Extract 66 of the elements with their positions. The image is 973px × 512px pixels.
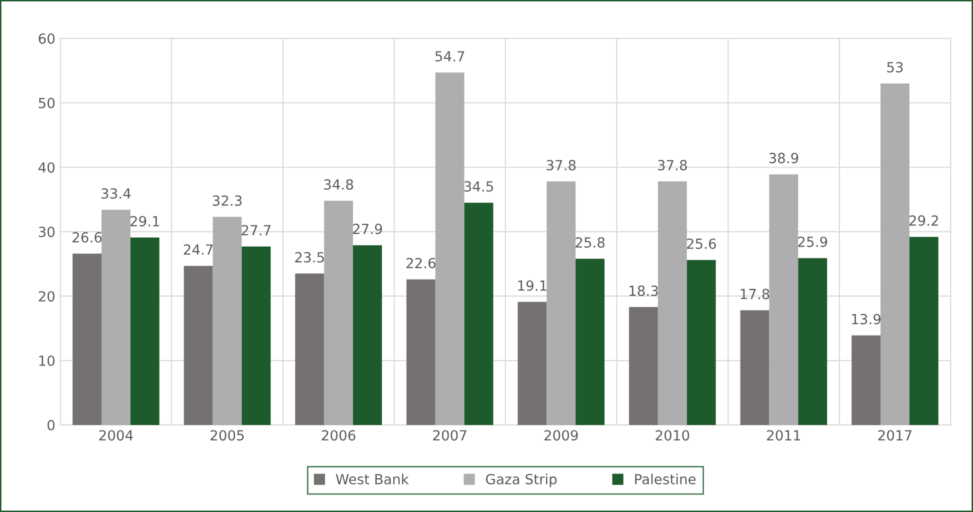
y-tick-label: 40 bbox=[38, 162, 55, 173]
data-label: 24.7 bbox=[184, 244, 213, 255]
y-tick-label: 0 bbox=[48, 420, 55, 430]
data-label: 37.8 bbox=[546, 160, 576, 170]
x-tick-label: 2009 bbox=[544, 430, 578, 441]
bar bbox=[686, 260, 716, 425]
y-tick-label: 10 bbox=[39, 356, 55, 366]
x-tick-label: 2017 bbox=[878, 430, 912, 441]
data-label: 37.8 bbox=[658, 160, 687, 170]
bar bbox=[295, 274, 324, 425]
bar bbox=[769, 174, 798, 425]
data-label: 25.6 bbox=[686, 238, 716, 250]
data-label: 26.6 bbox=[72, 232, 102, 243]
bar bbox=[353, 245, 382, 425]
bar bbox=[629, 307, 658, 425]
bar bbox=[852, 335, 881, 425]
bar bbox=[909, 236, 938, 425]
bar bbox=[464, 202, 494, 425]
data-label: 17.8 bbox=[740, 288, 770, 300]
bar bbox=[435, 72, 464, 425]
data-label: 22.6 bbox=[406, 258, 436, 268]
data-label: 54.7 bbox=[435, 51, 464, 62]
bar bbox=[72, 254, 102, 425]
bar bbox=[324, 200, 354, 425]
x-tick-label: 2006 bbox=[322, 430, 356, 441]
y-tick-label: 30 bbox=[38, 226, 55, 238]
legend-label: West Bank bbox=[336, 474, 409, 484]
bar bbox=[130, 237, 160, 425]
bar bbox=[740, 310, 770, 425]
data-label: 25.9 bbox=[798, 236, 828, 248]
x-tick-label: 2004 bbox=[99, 430, 133, 441]
data-label: 32.3 bbox=[212, 195, 242, 206]
y-tick-label: 50 bbox=[38, 98, 55, 108]
data-label: 34.5 bbox=[464, 181, 494, 192]
legend-label: Palestine bbox=[635, 474, 696, 484]
bar bbox=[658, 181, 687, 425]
x-tick-label: 2011 bbox=[767, 430, 800, 441]
data-label: 23.5 bbox=[295, 252, 324, 263]
bar bbox=[406, 279, 436, 425]
data-label: 13.9 bbox=[852, 314, 881, 324]
data-label: 53 bbox=[887, 62, 903, 72]
bar bbox=[798, 258, 828, 425]
x-tick-label: 2005 bbox=[210, 430, 244, 441]
bar bbox=[102, 210, 130, 425]
data-label: 29.1 bbox=[130, 216, 160, 226]
bar bbox=[546, 181, 576, 425]
legend-label: Gaza Strip bbox=[486, 474, 557, 488]
data-label: 29.2 bbox=[909, 215, 938, 226]
x-tick-label: 2007 bbox=[433, 430, 466, 441]
data-label: 27.9 bbox=[353, 224, 382, 234]
bar bbox=[518, 302, 547, 425]
data-label: 25.8 bbox=[576, 237, 605, 248]
data-label: 27.7 bbox=[242, 224, 270, 236]
data-label: 38.9 bbox=[769, 152, 798, 164]
bar bbox=[880, 84, 910, 425]
bar bbox=[242, 246, 271, 425]
x-tick-label: 2010 bbox=[656, 430, 690, 441]
bar bbox=[184, 266, 213, 425]
y-tick-label: 60 bbox=[38, 33, 55, 44]
data-label: 19.1 bbox=[518, 280, 546, 291]
bar bbox=[212, 216, 242, 425]
bar bbox=[576, 258, 605, 425]
data-label: 34.8 bbox=[324, 179, 354, 190]
data-label: 18.3 bbox=[630, 286, 658, 296]
data-label: 33.4 bbox=[102, 188, 131, 199]
y-tick-label: 20 bbox=[38, 291, 55, 302]
